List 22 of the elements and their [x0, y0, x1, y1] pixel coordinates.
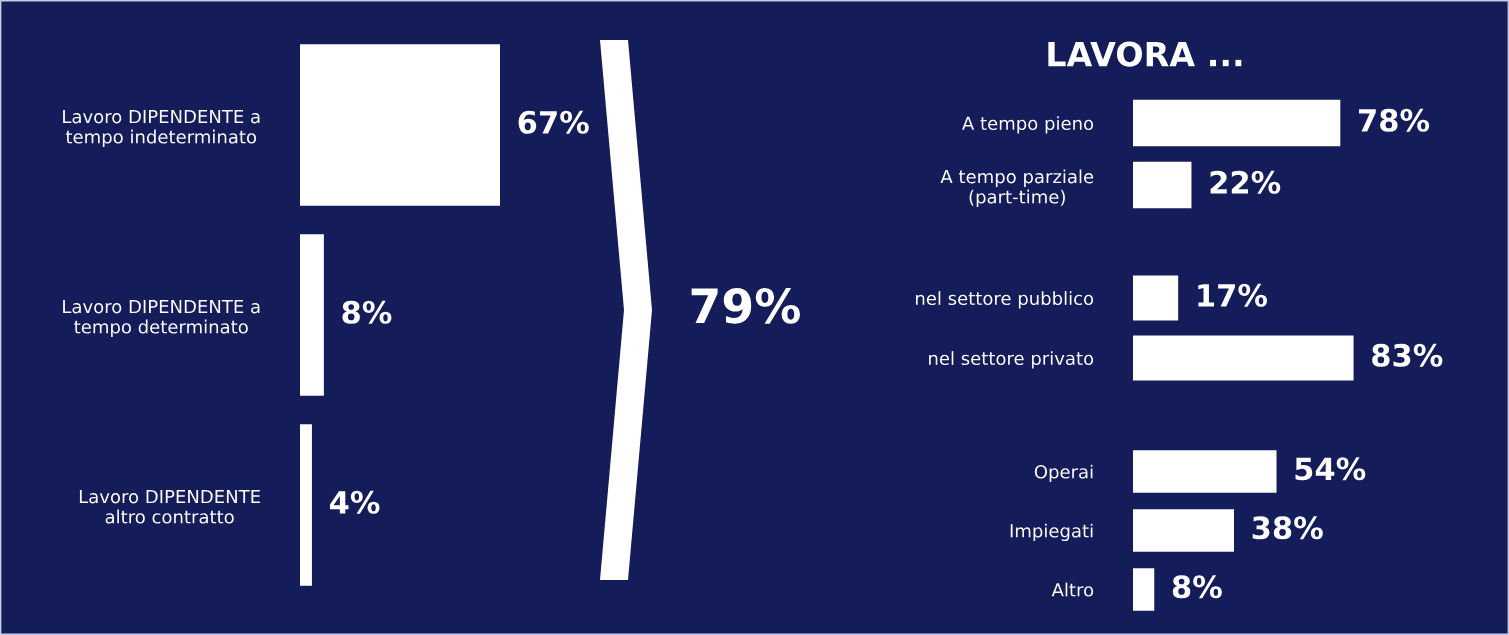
y-tick-label: A tempo parziale (part-time)	[940, 169, 1094, 208]
chart-title: LAVORA ...	[1048, 41, 1242, 67]
data-label: 17%	[1198, 283, 1268, 307]
y-tick-label: Lavoro DIPENDENTE a tempo indeterminato	[63, 109, 260, 148]
y-tick-label: Operai	[1034, 464, 1093, 483]
data-label: 38%	[1252, 516, 1323, 540]
data-label: 54%	[1295, 457, 1366, 481]
y-tick-label: Impiegati	[1010, 523, 1093, 542]
y-tick-label: nel settore privato	[929, 351, 1094, 369]
data-label: 4%	[329, 490, 380, 514]
data-label: 83%	[1372, 343, 1443, 367]
y-tick-label: Lavoro DIPENDENTE a tempo determinato	[63, 299, 260, 338]
data-label: 78%	[1359, 108, 1430, 132]
text: 79%	[691, 287, 801, 324]
y-tick-label: A tempo pieno	[962, 116, 1094, 134]
data-label: 22%	[1210, 170, 1281, 194]
data-label: 67%	[518, 110, 589, 134]
data-label: 8%	[1172, 575, 1222, 599]
y-tick-label: Altro	[1051, 582, 1094, 597]
y-tick-label: Lavoro DIPENDENTE altro contratto	[79, 489, 260, 524]
y-tick-label: nel settore pubblico	[916, 291, 1094, 309]
data-label: 8%	[342, 300, 392, 324]
